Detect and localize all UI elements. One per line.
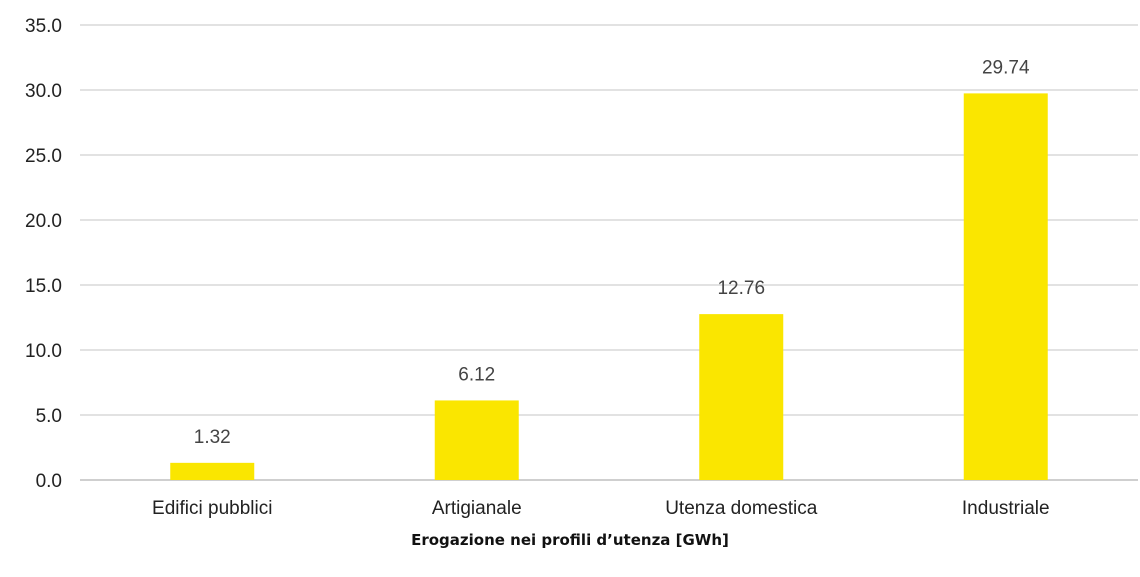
data-label: 29.74 — [982, 57, 1030, 78]
chart-caption: Erogazione nei profili d’utenza [GWh] — [411, 531, 729, 549]
y-axis-tick-labels: 0.0 5.0 10.0 15.0 20.0 25.0 30.0 35.0 — [25, 16, 62, 492]
y-tick-label: 35.0 — [25, 16, 62, 37]
x-category-label: Industriale — [962, 498, 1050, 519]
data-label: 12.76 — [717, 278, 765, 299]
y-tick-label: 25.0 — [25, 146, 62, 167]
data-label: 6.12 — [458, 364, 495, 385]
x-axis-category-labels: Edifici pubblici Artigianale Utenza domest… — [152, 498, 1050, 519]
y-tick-label: 0.0 — [36, 471, 62, 492]
gridlines — [80, 24, 1138, 481]
bars — [170, 93, 1048, 480]
x-category-label: Utenza domestica — [665, 498, 818, 519]
data-labels: 1.32 6.12 12.76 29.74 — [194, 57, 1030, 447]
y-tick-label: 10.0 — [25, 341, 62, 362]
x-category-label: Edifici pubblici — [152, 498, 272, 519]
bar — [434, 400, 519, 480]
y-tick-label: 30.0 — [25, 81, 62, 102]
data-label: 1.32 — [194, 427, 231, 448]
bar — [170, 462, 255, 480]
y-tick-label: 5.0 — [36, 406, 62, 427]
bar — [699, 314, 784, 480]
y-tick-label: 20.0 — [25, 211, 62, 232]
y-tick-label: 15.0 — [25, 276, 62, 297]
x-category-label: Artigianale — [432, 498, 522, 519]
bar — [963, 93, 1048, 480]
bar-chart: 0.05.010.015.020.025.030.035.0 1.326.121… — [25, 16, 1138, 519]
